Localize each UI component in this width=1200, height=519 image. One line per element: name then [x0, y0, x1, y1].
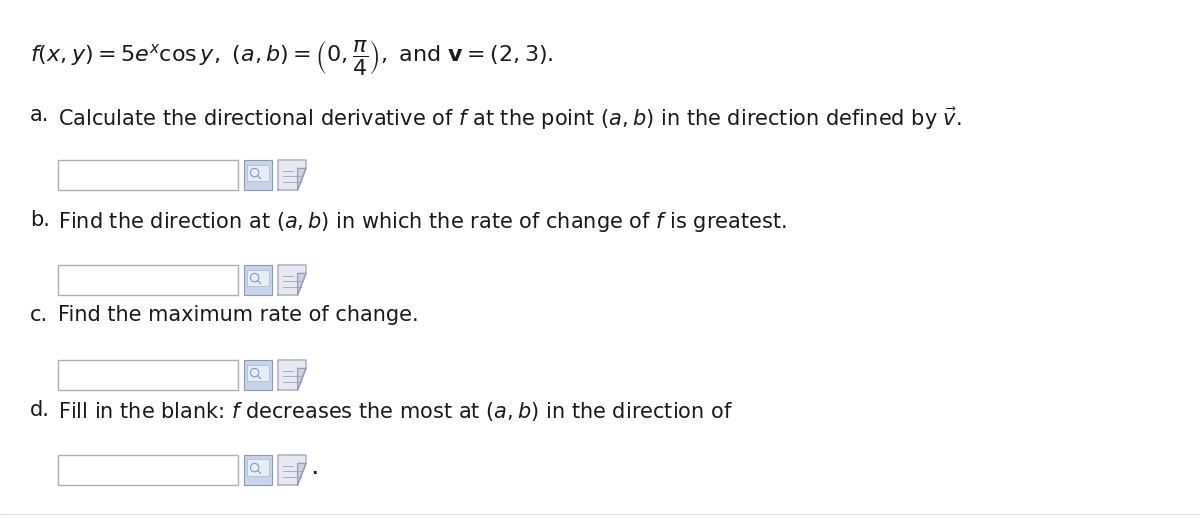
Text: .: .: [310, 455, 318, 481]
Text: Fill in the blank: $f$ decreases the most at $(a, b)$ in the direction of: Fill in the blank: $f$ decreases the mos…: [58, 400, 733, 423]
Text: d.: d.: [30, 400, 50, 420]
Polygon shape: [278, 160, 306, 190]
Text: Find the maximum rate of change.: Find the maximum rate of change.: [58, 305, 419, 325]
FancyBboxPatch shape: [58, 265, 238, 295]
Polygon shape: [298, 463, 306, 485]
FancyBboxPatch shape: [58, 360, 238, 390]
Polygon shape: [298, 168, 306, 190]
FancyBboxPatch shape: [247, 269, 269, 286]
FancyBboxPatch shape: [247, 165, 269, 181]
FancyBboxPatch shape: [247, 364, 269, 381]
FancyBboxPatch shape: [244, 160, 272, 190]
FancyBboxPatch shape: [247, 459, 269, 476]
Text: a.: a.: [30, 105, 49, 125]
FancyBboxPatch shape: [244, 360, 272, 390]
Polygon shape: [298, 368, 306, 390]
Polygon shape: [278, 360, 306, 390]
Text: Find the direction at $(a, b)$ in which the rate of change of $f$ is greatest.: Find the direction at $(a, b)$ in which …: [58, 210, 787, 234]
Polygon shape: [278, 265, 306, 295]
Text: $f(x, y) = 5e^{x} \cos y,\ (a,b) = \left(0, \dfrac{\pi}{4}\right),\ \mathrm{and}: $f(x, y) = 5e^{x} \cos y,\ (a,b) = \left…: [30, 38, 553, 77]
Text: Calculate the directional derivative of $f$ at the point $(a, b)$ in the directi: Calculate the directional derivative of …: [58, 105, 961, 132]
Polygon shape: [298, 274, 306, 295]
FancyBboxPatch shape: [244, 265, 272, 295]
FancyBboxPatch shape: [244, 455, 272, 485]
Text: b.: b.: [30, 210, 50, 230]
Polygon shape: [278, 455, 306, 485]
FancyBboxPatch shape: [58, 160, 238, 190]
FancyBboxPatch shape: [58, 455, 238, 485]
Text: c.: c.: [30, 305, 48, 325]
